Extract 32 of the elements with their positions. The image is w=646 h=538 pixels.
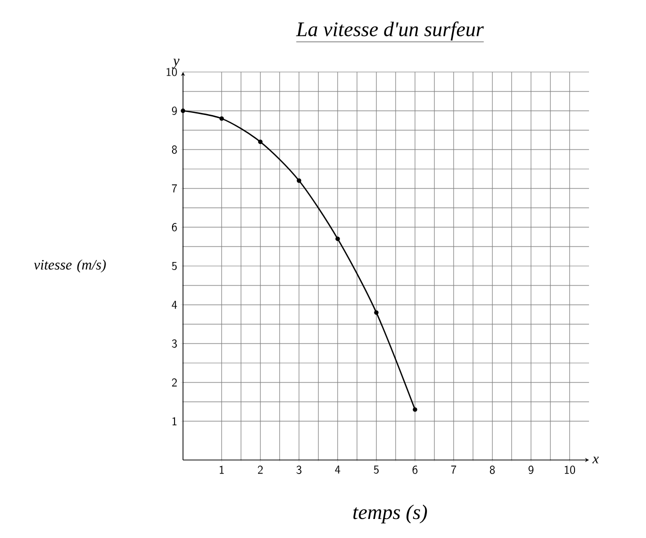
y-tick-label: 1 [172, 417, 176, 426]
y-tick-label: 6 [172, 223, 177, 232]
y-axis-title: vitesse (m/s) [34, 259, 106, 272]
x-tick-label: 9 [528, 466, 534, 474]
point [296, 178, 302, 183]
point [412, 407, 418, 412]
text: y [172, 58, 180, 68]
x-tick-label: 10 [564, 466, 576, 474]
x-axis-title: temps (s) [353, 504, 427, 524]
y-tick-label: 2 [172, 378, 177, 386]
y-tick-label: 8 [172, 145, 177, 154]
point [258, 140, 263, 144]
point [180, 108, 186, 114]
y-tick-label: 4 [172, 300, 178, 309]
x-tick-label: 7 [451, 466, 456, 474]
point [219, 116, 224, 121]
x-tick-label: 2 [258, 466, 263, 474]
text: x [592, 456, 599, 464]
x-tick-label: 5 [374, 466, 379, 474]
y-tick-label: 7 [172, 184, 177, 192]
chart-title: La vitesse d'un surfeur [296, 22, 484, 40]
x-tick-label: 1 [220, 466, 224, 474]
x-tick-label: 4 [335, 466, 340, 474]
x-tick-label: 6 [412, 466, 418, 474]
x-tick-label: 8 [490, 466, 495, 474]
point [374, 310, 379, 315]
point [335, 236, 340, 242]
y-tick-label: 9 [172, 106, 177, 115]
x-tick-label: 3 [296, 466, 302, 474]
y-tick-label: 10 [166, 68, 177, 76]
y-tick-label: 3 [172, 339, 177, 348]
y-tick-label: 5 [172, 262, 177, 270]
